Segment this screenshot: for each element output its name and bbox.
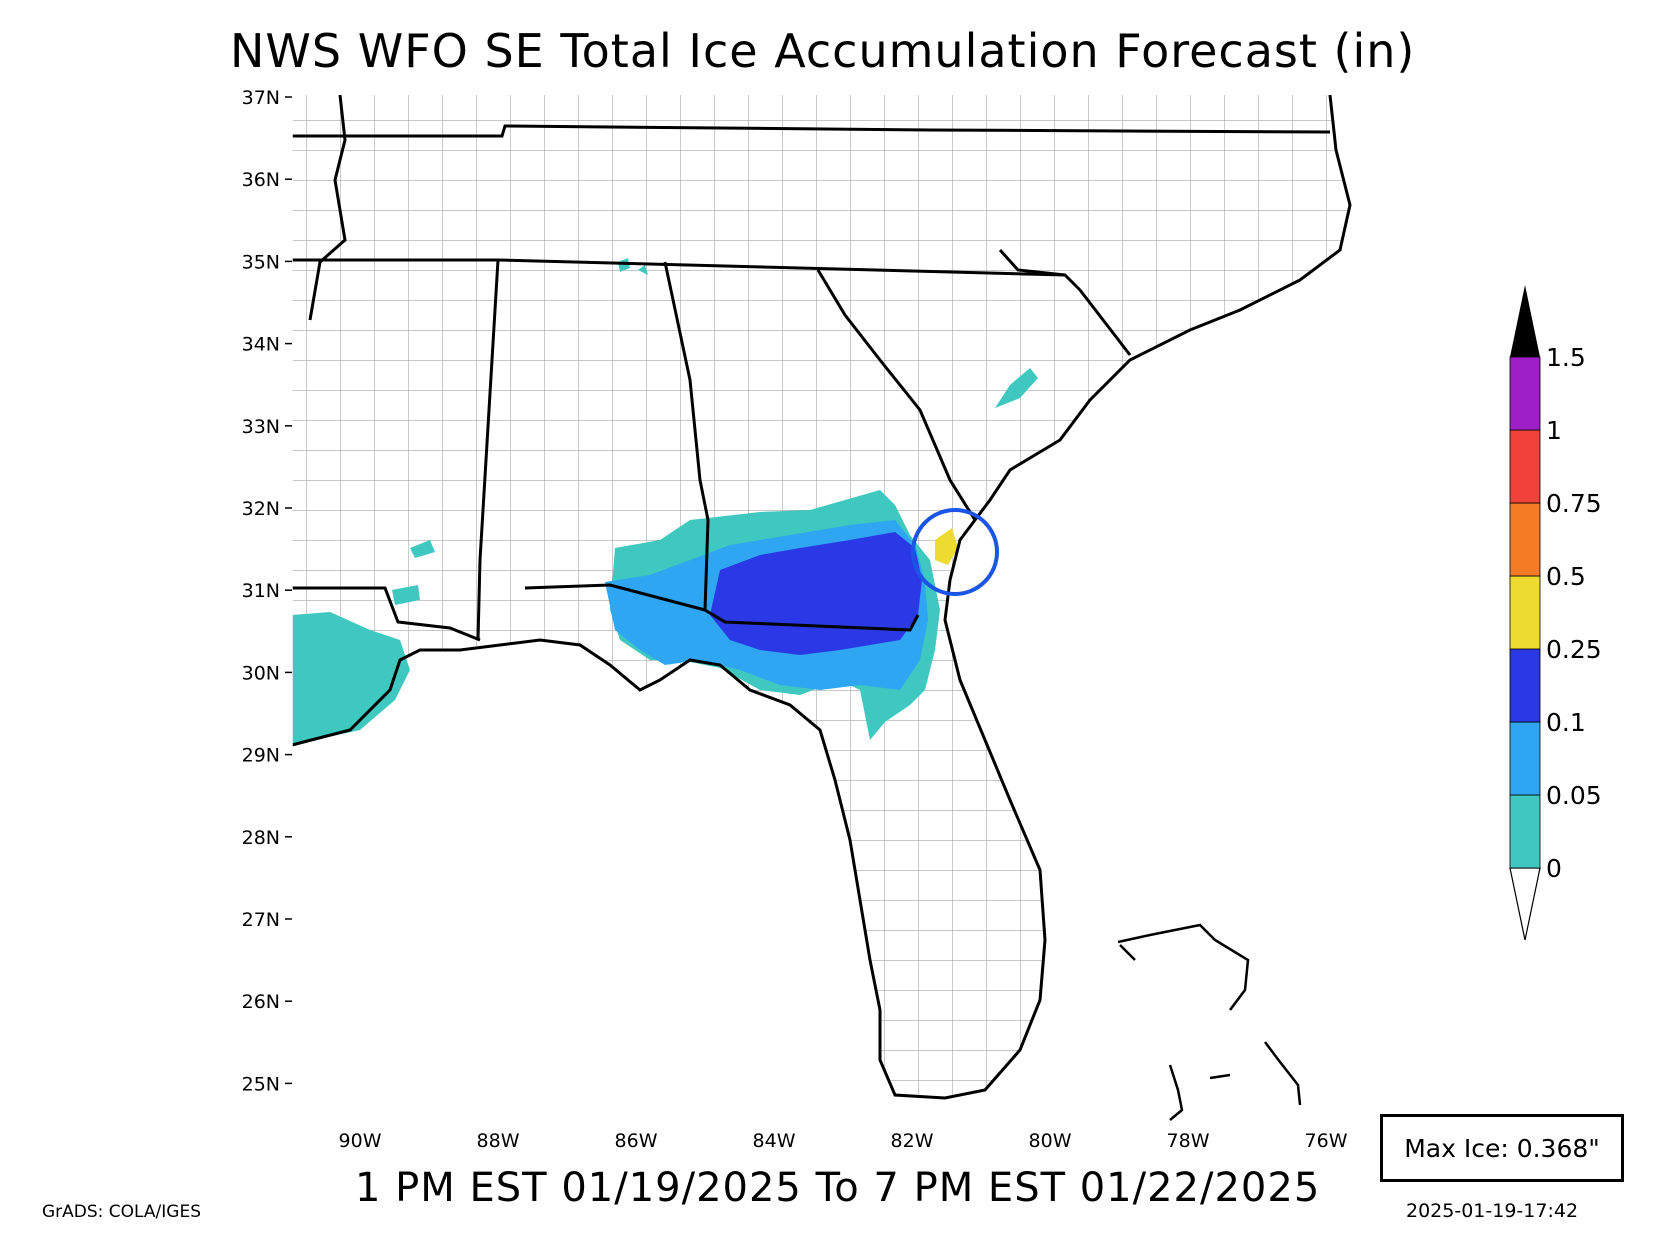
colorbar-label: 0 bbox=[1546, 854, 1562, 883]
colorbar-label: 0.1 bbox=[1546, 708, 1586, 737]
lat-tick-label: 35N bbox=[242, 251, 280, 273]
grads-credit: GrADS: COLA/IGES bbox=[42, 1202, 201, 1222]
map-title: NWS WFO SE Total Ice Accumulation Foreca… bbox=[230, 24, 1416, 78]
lon-tick-label: 90W bbox=[339, 1130, 382, 1152]
colorbar-segment bbox=[1509, 429, 1541, 504]
lat-tick-label: 25N bbox=[242, 1073, 280, 1095]
lat-tick-label: 32N bbox=[242, 498, 280, 520]
lon-tick-label: 78W bbox=[1167, 1130, 1210, 1152]
lat-tick-label: 29N bbox=[242, 745, 280, 767]
forecast-period: 1 PM EST 01/19/2025 To 7 PM EST 01/22/20… bbox=[355, 1165, 1321, 1211]
longitude-ticks: 90W 88W 86W 84W 82W 80W 78W 76W bbox=[339, 1130, 1348, 1152]
colorbar-label: 1 bbox=[1546, 416, 1562, 445]
colorbar-segment bbox=[1509, 648, 1541, 723]
colorbar-label: 0.75 bbox=[1546, 489, 1602, 518]
lat-tick-label: 27N bbox=[242, 909, 280, 931]
lat-tick-label: 26N bbox=[242, 991, 280, 1013]
lon-tick-label: 82W bbox=[891, 1130, 934, 1152]
lon-tick-label: 84W bbox=[753, 1130, 796, 1152]
latitude-ticks: 37N 36N 35N 34N 33N 32N 31N 30N 29N 28N 27N 26N 25N bbox=[242, 87, 292, 1095]
colorbar-label: 0.05 bbox=[1546, 781, 1602, 810]
state-boundaries bbox=[292, 94, 1331, 642]
colorbar-segment bbox=[1509, 502, 1541, 577]
colorbar-below-zero bbox=[1509, 867, 1541, 941]
lat-tick-label: 30N bbox=[242, 662, 280, 684]
colorbar-label: 0.5 bbox=[1546, 562, 1586, 591]
timestamp: 2025-01-19-17:42 bbox=[1406, 1200, 1579, 1222]
lat-tick-label: 33N bbox=[242, 416, 280, 438]
bahamas-islands bbox=[1117, 923, 1302, 1121]
lat-tick-label: 36N bbox=[242, 169, 280, 191]
ice-025-to-05-region bbox=[935, 528, 958, 565]
colorbar-segment bbox=[1509, 794, 1541, 869]
lon-tick-label: 86W bbox=[615, 1130, 658, 1152]
max-ice-label: Max Ice: 0.368" bbox=[1404, 1133, 1600, 1163]
colorbar-legend: 0 0.05 0.1 0.25 0.5 0.75 1 1.5 bbox=[1509, 285, 1602, 941]
colorbar-segment bbox=[1509, 721, 1541, 796]
lon-tick-label: 88W bbox=[477, 1130, 520, 1152]
lon-tick-label: 80W bbox=[1029, 1130, 1072, 1152]
lat-tick-label: 37N bbox=[242, 87, 280, 109]
colorbar-segment bbox=[1509, 356, 1541, 431]
max-ice-box: Max Ice: 0.368" bbox=[1380, 1114, 1624, 1182]
lat-tick-label: 34N bbox=[242, 334, 280, 356]
lat-tick-label: 28N bbox=[242, 827, 280, 849]
coastline bbox=[291, 94, 1352, 1100]
highlight-circle bbox=[911, 508, 999, 596]
colorbar-label: 0.25 bbox=[1546, 635, 1602, 664]
lon-tick-label: 76W bbox=[1305, 1130, 1348, 1152]
colorbar-top-triangle bbox=[1510, 285, 1540, 357]
colorbar-segment bbox=[1509, 575, 1541, 650]
lat-tick-label: 31N bbox=[242, 580, 280, 602]
colorbar-label: 1.5 bbox=[1546, 343, 1586, 372]
